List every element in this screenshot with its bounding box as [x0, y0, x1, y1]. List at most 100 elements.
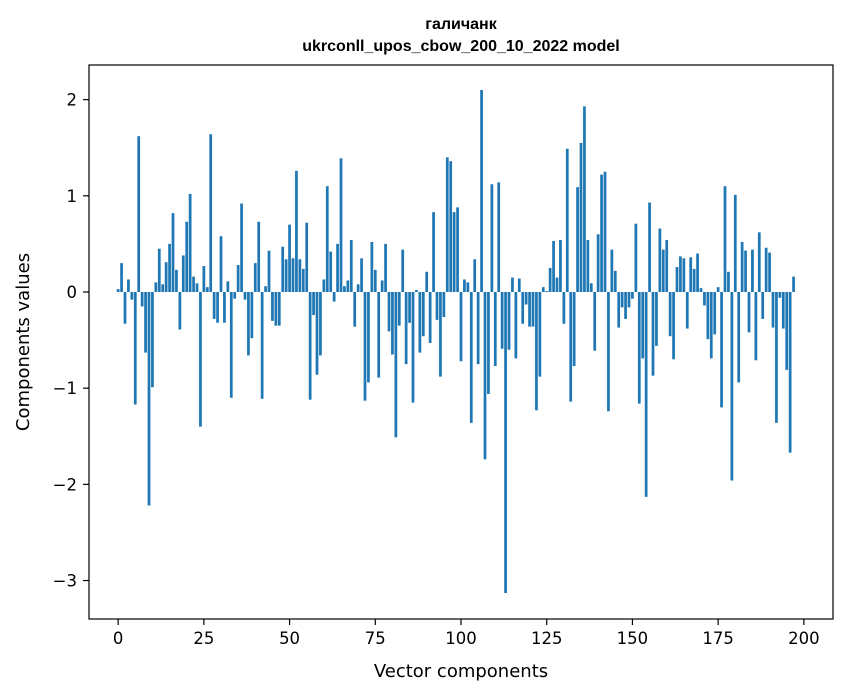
bar: [428, 291, 432, 343]
x-tick-label: 75: [365, 629, 386, 648]
bar: [123, 291, 127, 324]
bar: [240, 203, 243, 292]
bar: [243, 291, 247, 300]
bar: [620, 291, 624, 308]
bar: [504, 291, 507, 594]
y-tick-label: −2: [53, 475, 77, 494]
bar: [418, 291, 422, 353]
bar: [521, 291, 525, 324]
x-axis-ticks: 0 25 50 75 100 125 150 175 200: [113, 619, 820, 648]
bar: [147, 291, 151, 506]
bar: [713, 291, 717, 335]
bar: [425, 271, 429, 292]
bar: [483, 291, 487, 460]
bar: [459, 291, 463, 362]
bar: [267, 250, 271, 292]
bar: [548, 267, 552, 292]
bar: [168, 243, 171, 292]
bar: [360, 258, 363, 292]
bar: [223, 291, 226, 323]
bar: [644, 291, 648, 497]
bar: [768, 252, 771, 292]
bar: [298, 259, 302, 292]
bar: [127, 279, 130, 292]
bar: [565, 148, 569, 292]
bar: [247, 291, 250, 356]
bar: [740, 241, 744, 292]
bar: [308, 291, 312, 400]
bar: [781, 291, 785, 329]
bar: [274, 291, 278, 326]
bar: [356, 284, 360, 292]
bar: [709, 291, 713, 359]
bar: [528, 291, 531, 327]
bar: [668, 291, 672, 337]
bar: [747, 291, 751, 333]
bar: [216, 291, 219, 323]
bar: [679, 256, 682, 292]
bar: [171, 213, 175, 292]
bar: [596, 234, 600, 292]
bar: [507, 291, 511, 350]
bar: [363, 291, 367, 401]
bar: [466, 282, 470, 292]
bar: [682, 258, 686, 292]
bar: [404, 291, 408, 365]
bar: [236, 265, 240, 292]
bar: [226, 281, 230, 292]
chart-subtitle: ukrconll_upos_cbow_200_10_2022 model: [302, 38, 619, 55]
bar: [751, 249, 754, 292]
bar: [315, 291, 319, 375]
bar: [586, 240, 590, 292]
bar: [720, 291, 723, 408]
bar: [397, 291, 401, 326]
bar: [685, 291, 689, 329]
bar: [541, 287, 545, 292]
bar: [367, 291, 370, 383]
bar: [384, 243, 387, 292]
y-tick-label: 1: [67, 187, 78, 206]
bar: [164, 262, 168, 292]
bar: [377, 291, 381, 378]
bar: [579, 142, 583, 292]
bar: [353, 291, 357, 327]
bar: [140, 291, 144, 307]
bar: [473, 259, 477, 292]
bar: [517, 278, 521, 292]
bar: [771, 291, 775, 328]
bar: [157, 248, 161, 292]
bar: [631, 291, 634, 299]
bar: [589, 283, 593, 292]
bar: [655, 291, 658, 346]
x-tick-label: 125: [531, 629, 563, 648]
bar: [569, 291, 573, 402]
bar: [161, 284, 165, 292]
bar: [343, 286, 346, 292]
x-tick-label: 200: [788, 629, 820, 648]
bar: [277, 291, 281, 326]
bar: [480, 90, 483, 292]
bar: [212, 291, 216, 319]
bar: [576, 187, 579, 292]
y-tick-label: −1: [53, 379, 77, 398]
bar: [617, 291, 621, 328]
bar: [552, 241, 555, 292]
x-axis-label: Vector components: [374, 661, 548, 682]
bar: [493, 291, 497, 367]
bar: [181, 255, 185, 292]
y-axis-ticks: −3 −2 −1 0 1 2: [53, 91, 89, 591]
bar: [288, 224, 291, 292]
bar: [188, 193, 192, 292]
bar: [120, 263, 123, 292]
bar: [130, 291, 134, 300]
bar: [209, 134, 213, 292]
y-tick-label: 0: [67, 283, 78, 302]
bars-group: [116, 90, 795, 594]
bar: [185, 221, 189, 292]
bar: [775, 291, 778, 423]
bar: [737, 291, 741, 383]
bar: [154, 282, 158, 292]
bar: [641, 291, 645, 359]
bar: [696, 253, 699, 292]
bar: [325, 186, 329, 292]
